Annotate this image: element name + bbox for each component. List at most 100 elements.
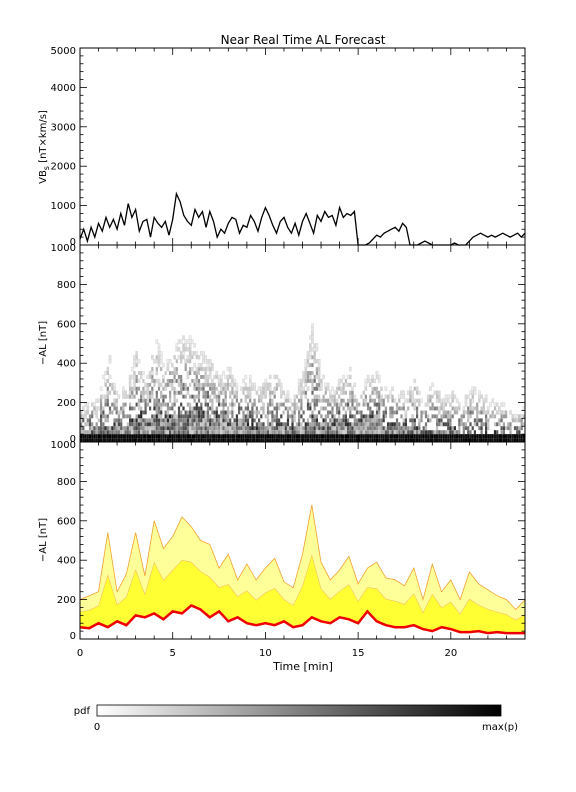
pdf-cell <box>402 422 405 427</box>
pdf-cell <box>335 402 339 407</box>
pdf-cell <box>120 418 123 423</box>
pdf-cell <box>364 414 367 419</box>
pdf-cell <box>273 434 276 438</box>
pdf-cell <box>199 351 203 356</box>
pdf-cell <box>373 390 377 395</box>
pdf-cell <box>209 438 212 442</box>
pdf-cell <box>324 382 328 387</box>
pdf-cell <box>456 434 459 438</box>
pdf-cell <box>295 430 298 435</box>
pdf-cell <box>175 390 179 395</box>
pdf-cell <box>173 410 176 415</box>
pdf-cell <box>211 422 214 427</box>
pdf-cell <box>364 386 368 391</box>
pdf-cell <box>420 434 423 438</box>
pdf-cell <box>142 379 145 383</box>
pdf-cell <box>213 390 216 395</box>
pdf-cell <box>429 438 432 442</box>
pdf-cell <box>260 390 263 395</box>
pdf-cell <box>315 343 319 348</box>
pdf-cell <box>84 414 87 419</box>
pdf-cell <box>406 398 410 403</box>
pdf-cell <box>113 422 116 427</box>
pdf-cell <box>100 410 103 415</box>
pdf-cell <box>462 434 465 438</box>
pdf-cell <box>382 410 385 415</box>
pdf-cell <box>248 382 252 387</box>
pdf-cell <box>113 390 116 395</box>
y-tick-label: 1000 <box>51 243 76 254</box>
pdf-cell <box>318 430 321 435</box>
pdf-cell <box>117 394 121 399</box>
pdf-cell <box>253 382 256 387</box>
pdf-cell <box>169 379 172 383</box>
y-tick-label: 200 <box>57 398 76 409</box>
pdf-cell <box>137 402 141 407</box>
pdf-cell <box>171 402 174 407</box>
pdf-cell <box>424 438 428 442</box>
pdf-cell <box>416 410 419 415</box>
pdf-cell <box>389 422 392 427</box>
pdf-cell <box>480 410 483 415</box>
pdf-cell <box>166 366 170 372</box>
pdf-cell <box>306 434 310 438</box>
pdf-cell <box>204 374 208 380</box>
y-tick-label: 800 <box>57 477 76 488</box>
pdf-cell <box>338 406 341 411</box>
pdf-cell <box>456 410 459 415</box>
pdf-cell <box>117 410 121 415</box>
pdf-cell <box>157 418 161 423</box>
pdf-cell <box>311 371 314 375</box>
pdf-cell <box>393 422 396 427</box>
pdf-cell <box>133 438 136 442</box>
pdf-cell <box>271 426 274 431</box>
pdf-cell <box>286 394 290 399</box>
pdf-cell <box>251 422 254 427</box>
pdf-cell <box>144 390 147 395</box>
pdf-cell <box>251 410 254 415</box>
pdf-cell <box>289 426 292 431</box>
pdf-cell <box>184 422 187 427</box>
pdf-cell <box>258 430 261 435</box>
pdf-cell <box>153 359 156 364</box>
pdf-cell <box>471 410 474 415</box>
pdf-cell <box>251 418 254 423</box>
pdf-cell <box>311 418 314 423</box>
pdf-cell <box>209 422 212 427</box>
pdf-cell <box>500 438 503 442</box>
pdf-cell <box>193 386 196 391</box>
pdf-cell <box>157 434 161 438</box>
pdf-cell <box>471 386 475 391</box>
pdf-cell <box>387 394 390 399</box>
pdf-cell <box>260 406 263 411</box>
pdf-cell <box>157 386 161 391</box>
pdf-cell <box>495 402 499 407</box>
pdf-cell <box>204 355 208 360</box>
pdf-cell <box>306 375 310 379</box>
pdf-cell <box>304 359 308 364</box>
pdf-cell <box>193 410 196 415</box>
pdf-cell <box>478 390 481 395</box>
pdf-cell <box>222 402 225 407</box>
pdf-cell <box>166 402 169 407</box>
pdf-cell <box>155 378 159 384</box>
y-tick-label: 2000 <box>51 162 76 173</box>
pdf-cell <box>113 438 116 442</box>
pdf-cell <box>262 402 265 407</box>
pdf-cell <box>411 434 414 438</box>
pdf-cell <box>204 382 207 387</box>
pdf-cell <box>81 406 85 411</box>
pdf-cell <box>315 367 318 371</box>
pdf-cell <box>115 434 118 438</box>
pdf-cell <box>100 406 103 411</box>
pdf-cell <box>480 438 483 442</box>
pdf-cell <box>436 406 439 411</box>
pdf-cell <box>322 406 325 411</box>
pdf-cell <box>226 418 230 423</box>
pdf-cell <box>224 422 227 427</box>
pdf-cell <box>373 422 376 427</box>
pdf-cell <box>373 402 376 407</box>
pdf-cell <box>382 426 385 431</box>
pdf-cell <box>111 382 114 387</box>
pdf-cell <box>157 359 161 364</box>
